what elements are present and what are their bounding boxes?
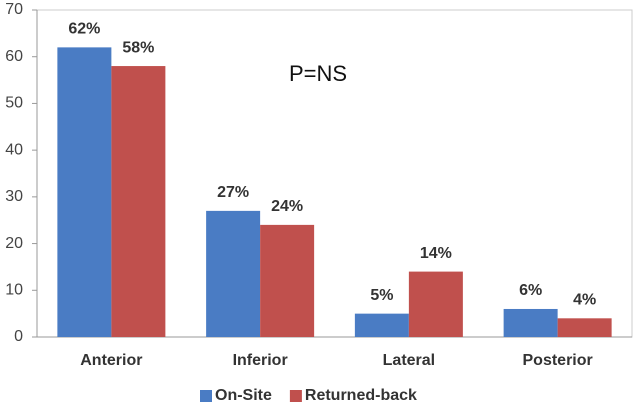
value-label: 6%	[519, 282, 542, 299]
y-tick-label: 30	[5, 188, 23, 205]
bar	[57, 47, 112, 337]
value-label: 27%	[217, 184, 249, 201]
y-tick-label: 20	[5, 235, 23, 252]
value-label: 24%	[271, 198, 303, 215]
bar	[354, 313, 409, 337]
legend-label: Returned-back	[305, 387, 417, 404]
x-tick-label: Lateral	[383, 352, 435, 369]
legend-swatch	[200, 390, 212, 402]
legend-label: On-Site	[215, 387, 272, 404]
bar	[408, 271, 463, 337]
value-label: 58%	[122, 39, 154, 56]
bar	[503, 308, 558, 337]
y-tick-label: 70	[5, 1, 23, 18]
y-tick-label: 60	[5, 48, 23, 65]
x-tick-label: Posterior	[523, 352, 593, 369]
value-label: 62%	[68, 21, 100, 38]
bar	[206, 210, 261, 337]
y-tick-label: 10	[5, 282, 23, 299]
y-tick-label: 0	[14, 328, 23, 345]
bar	[557, 318, 612, 337]
x-tick-label: Inferior	[233, 352, 288, 369]
value-label: 5%	[370, 287, 393, 304]
y-tick-label: 50	[5, 95, 23, 112]
value-label: 4%	[573, 292, 596, 309]
y-tick-label: 40	[5, 141, 23, 158]
bar	[111, 66, 166, 338]
value-label: 14%	[420, 245, 452, 262]
annotation: P=NS	[289, 61, 347, 86]
bar	[260, 224, 315, 337]
x-tick-label: Anterior	[80, 352, 142, 369]
legend-swatch	[289, 390, 302, 402]
